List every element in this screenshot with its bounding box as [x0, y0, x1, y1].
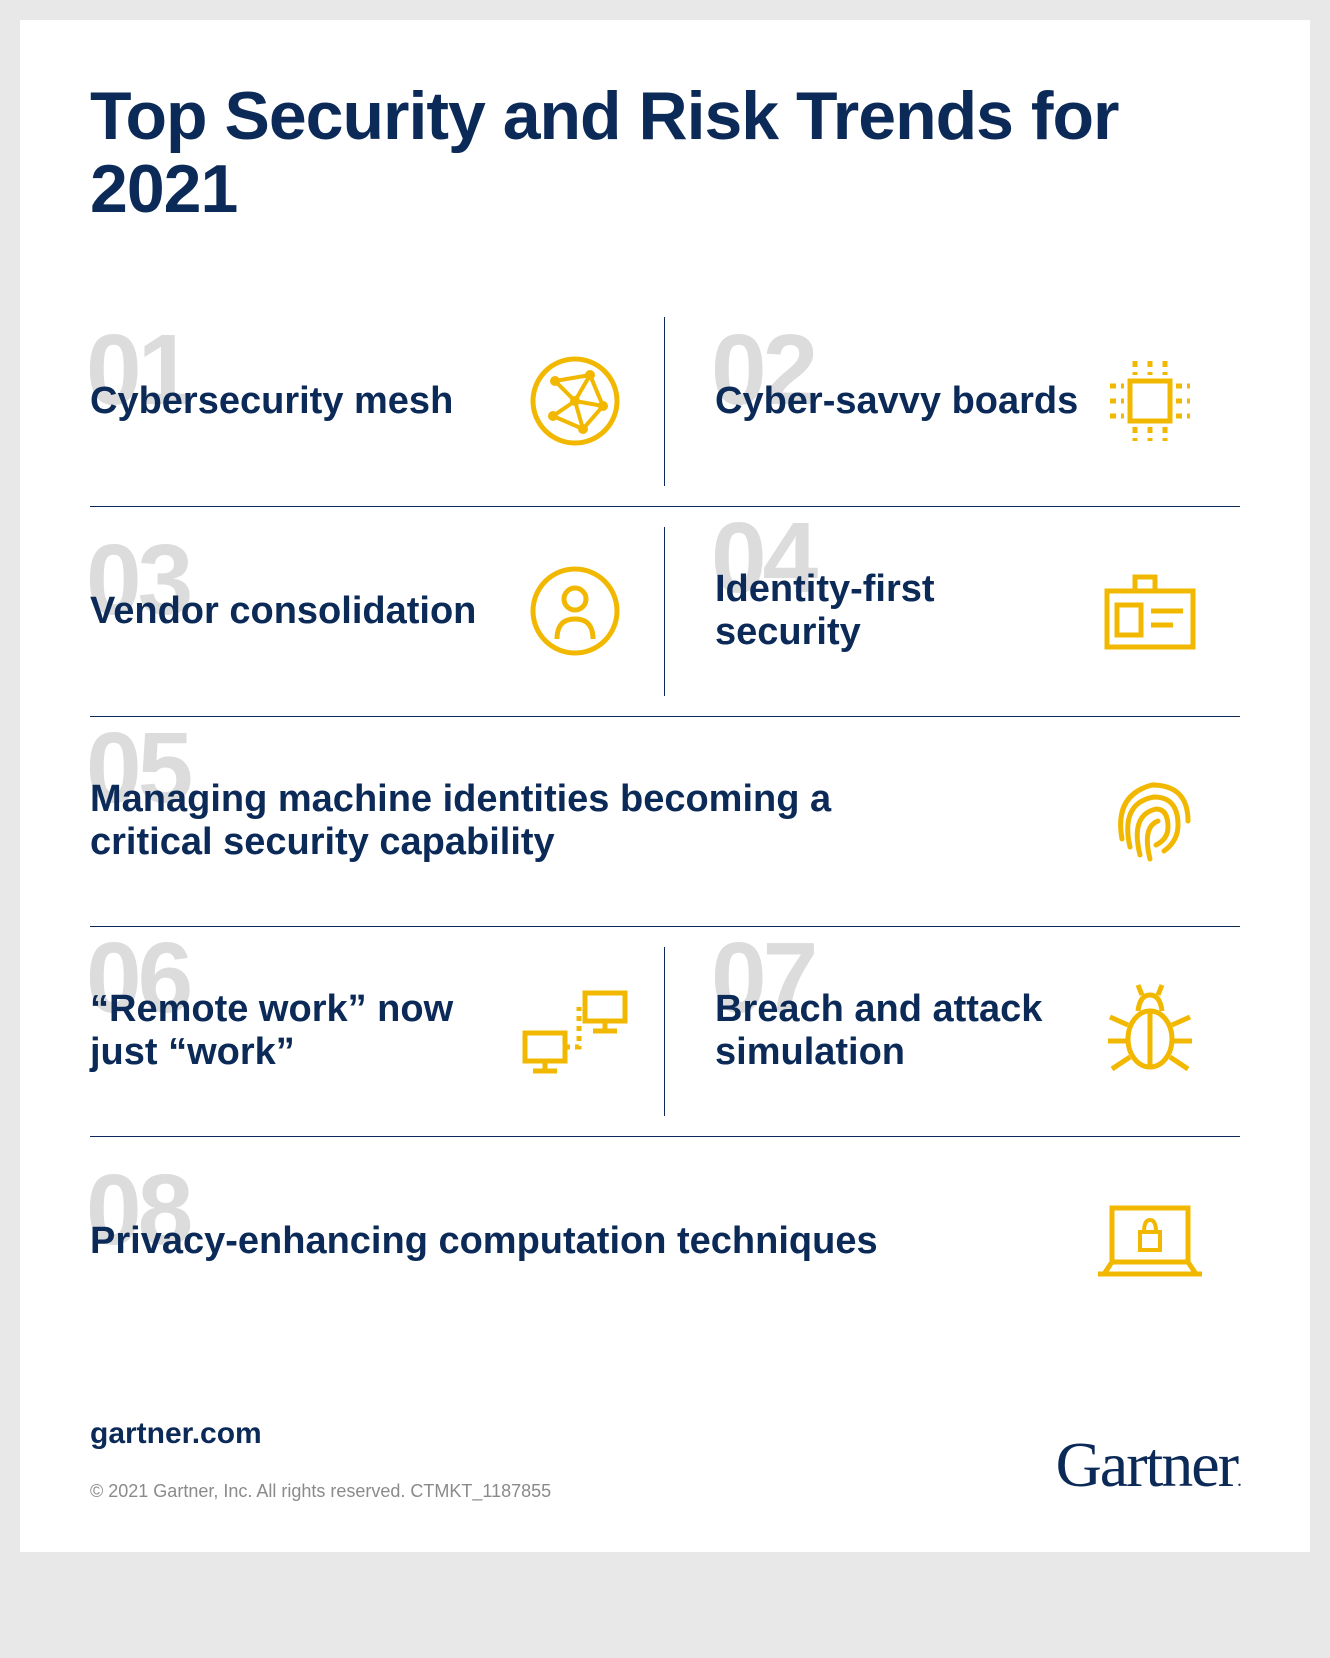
monitors-icon [515, 971, 635, 1091]
user-circle-icon [515, 551, 635, 671]
trend-label: Identity-first security [715, 568, 1090, 655]
trend-textblock: 08 Privacy-enhancing computation techniq… [90, 1220, 1090, 1264]
trend-textblock: 01 Cybersecurity mesh [90, 380, 515, 424]
trend-cell-06: 06 “Remote work” now just “work” [90, 927, 665, 1137]
trend-label: Privacy-enhancing computation techniques [90, 1220, 1090, 1264]
trend-textblock: 07 Breach and attack simulation [715, 988, 1090, 1075]
logo-mark: . [1237, 1469, 1240, 1491]
trend-textblock: 04 Identity-first security [715, 568, 1090, 655]
logo-text: Gartner [1056, 1429, 1237, 1500]
trend-cell-08: 08 Privacy-enhancing computation techniq… [90, 1137, 1240, 1347]
gartner-logo: Gartner. [1056, 1428, 1240, 1502]
trend-label: Cyber-savvy boards [715, 380, 1090, 424]
trend-textblock: 05 Managing machine identities becoming … [90, 778, 1090, 865]
mesh-globe-icon [515, 341, 635, 461]
trend-label: Vendor consolidation [90, 590, 515, 634]
chip-icon [1090, 341, 1210, 461]
id-badge-icon [1090, 551, 1210, 671]
trend-cell-02: 02 Cyber-savvy boards [665, 297, 1240, 507]
laptop-lock-icon [1090, 1182, 1210, 1302]
trend-label: “Remote work” now just “work” [90, 988, 515, 1075]
trend-cell-03: 03 Vendor consolidation [90, 507, 665, 717]
trends-grid: 01 Cybersecurity mesh 02 [90, 297, 1240, 1347]
page-title: Top Security and Risk Trends for 2021 [90, 80, 1240, 227]
infographic-page: Top Security and Risk Trends for 2021 01… [20, 20, 1310, 1552]
trend-cell-04: 04 Identity-first security [665, 507, 1240, 717]
trend-textblock: 06 “Remote work” now just “work” [90, 988, 515, 1075]
fingerprint-icon [1090, 761, 1210, 881]
trend-label: Cybersecurity mesh [90, 380, 515, 424]
trend-textblock: 02 Cyber-savvy boards [715, 380, 1090, 424]
trend-cell-01: 01 Cybersecurity mesh [90, 297, 665, 507]
bug-icon [1090, 971, 1210, 1091]
trend-cell-07: 07 Breach and attack simulation [665, 927, 1240, 1137]
trend-label: Breach and attack simulation [715, 988, 1090, 1075]
trend-cell-05: 05 Managing machine identities becoming … [90, 717, 1240, 927]
trend-label: Managing machine identities becoming a c… [90, 778, 940, 865]
trend-textblock: 03 Vendor consolidation [90, 590, 515, 634]
